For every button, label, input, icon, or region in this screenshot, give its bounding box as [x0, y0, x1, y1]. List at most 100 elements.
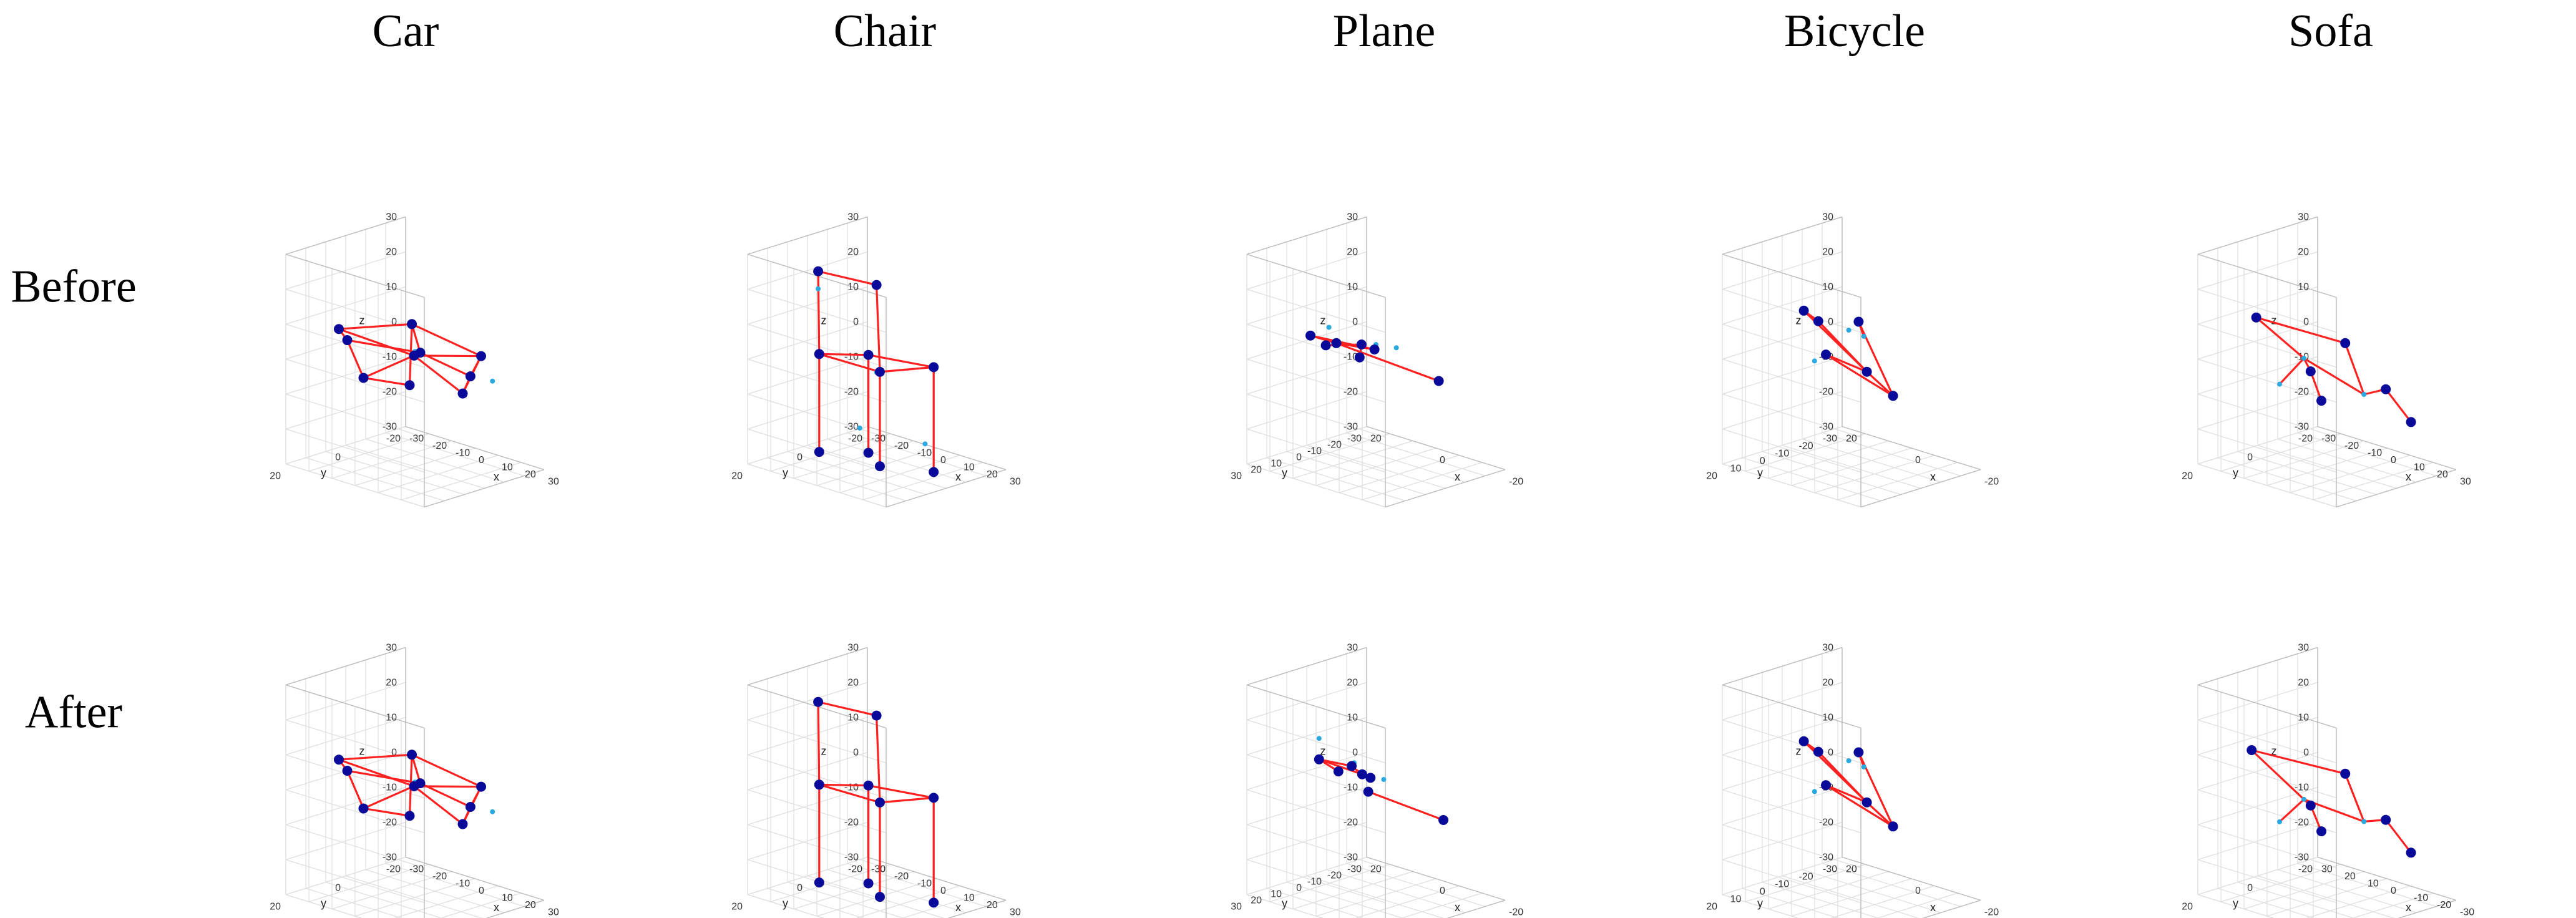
grid-line — [2351, 892, 2434, 918]
z-tick-label: -10 — [1344, 352, 1358, 363]
axis-edge — [2197, 647, 2318, 686]
grid-line — [1266, 887, 1364, 918]
x-axis-label: x — [2406, 901, 2411, 914]
grid-line — [1246, 719, 1386, 764]
grid-line — [901, 892, 983, 918]
plot-plane-before: 30 20 10 0 -10 -20 -30 z 20 0 -20 x 30 20 10 0 -10 -20 -30… — [1161, 115, 1598, 508]
y-tick-label: 20 — [270, 471, 281, 482]
grid-line — [747, 719, 887, 764]
skeleton-edge — [1367, 791, 1445, 821]
skeleton-edge — [346, 769, 422, 784]
minor-joint-point — [1812, 358, 1817, 364]
x-tick-label: -20 — [894, 871, 909, 882]
z-tick-label: -20 — [383, 818, 397, 828]
column-title-bicycle: Bicycle — [1783, 6, 1926, 57]
y-tick-label: -20 — [1327, 871, 1342, 881]
z-tick-label: -30 — [844, 422, 859, 432]
y-axis-label: y — [2233, 467, 2238, 479]
z-tick-label: 10 — [847, 282, 859, 293]
x-axis-label: x — [1455, 471, 1460, 483]
grid-line — [1722, 251, 1843, 290]
z-tick-label: 20 — [1347, 247, 1358, 258]
skeleton-edge — [818, 353, 881, 373]
skeleton-edge — [2278, 798, 2305, 823]
x-tick-label: -10 — [2414, 893, 2428, 904]
grid-line — [747, 894, 824, 918]
y-tick-label: 0 — [1760, 456, 1765, 467]
skeleton-edge — [2310, 370, 2323, 402]
x-tick-label: -10 — [2368, 448, 2382, 459]
joint-point — [404, 811, 415, 821]
grid-line — [1722, 288, 1861, 333]
axis-edge — [1366, 856, 1506, 901]
axis-edge — [285, 216, 406, 255]
axis-edge — [285, 253, 425, 298]
skeleton-edge — [2255, 316, 2305, 359]
grid-line — [285, 251, 406, 290]
axis-edge — [1246, 253, 1386, 298]
y-tick-label: 20 — [2182, 471, 2193, 482]
grid-line — [2197, 894, 2275, 918]
joint-point — [1813, 746, 1823, 757]
skeleton-edge — [876, 284, 881, 373]
grid-line — [2217, 887, 2315, 918]
x-tick-label: 10 — [2368, 879, 2379, 889]
y-tick-label: 20 — [1706, 902, 1717, 912]
joint-point — [1888, 391, 1898, 401]
z-tick-label: -20 — [1819, 818, 1833, 828]
z-tick-label: -20 — [1344, 387, 1358, 398]
y-tick-label: 20 — [731, 902, 743, 912]
y-tick-label: -20 — [1327, 440, 1342, 451]
skeleton-edge — [2255, 316, 2346, 344]
x-tick-label: -30 — [409, 434, 424, 444]
joint-point — [1357, 769, 1367, 779]
minor-joint-point — [2277, 381, 2282, 387]
axis-edge — [867, 856, 1007, 901]
grid-line — [1266, 457, 1406, 502]
axis-edge — [2197, 684, 2337, 729]
z-tick-label: -30 — [2295, 852, 2309, 863]
z-tick-label: -10 — [383, 783, 397, 793]
column-title-plane: Plane — [1332, 6, 1436, 57]
z-tick-label: -30 — [844, 852, 859, 863]
x-tick-label: 20 — [2344, 871, 2356, 882]
plot-svg: 3020100-10-20-30z-30-20-100102030x200-20… — [731, 643, 1021, 918]
grid-line — [2197, 719, 2337, 764]
y-tick-label: -10 — [1775, 879, 1789, 890]
z-tick-label: 0 — [1828, 748, 1833, 758]
z-tick-label: 30 — [2298, 643, 2309, 653]
column-title-car: Car — [372, 6, 439, 57]
z-tick-label: -30 — [1344, 422, 1358, 432]
joint-point — [814, 877, 824, 888]
skeleton-edge — [338, 758, 416, 788]
joint-point — [875, 461, 885, 472]
x-tick-label: -20 — [1509, 477, 1523, 487]
x-tick-label: 20 — [987, 469, 998, 480]
z-tick-label: -30 — [1819, 422, 1833, 432]
x-tick-label: 20 — [525, 900, 536, 911]
minor-joint-point — [922, 441, 928, 447]
joint-point — [929, 793, 939, 803]
z-axis-label: z — [1796, 315, 1802, 327]
joint-point — [1363, 786, 1373, 797]
grid-line — [285, 894, 363, 918]
grid-line — [1246, 463, 1386, 508]
y-tick-label: -20 — [848, 864, 862, 875]
skeleton-edge — [818, 783, 870, 787]
y-tick-label: 0 — [335, 452, 341, 463]
grid-line — [285, 463, 425, 508]
minor-joint-point — [1846, 758, 1852, 763]
y-tick-label: -30 — [1347, 864, 1362, 875]
x-tick-label: 30 — [548, 907, 559, 918]
x-tick-label: -20 — [2437, 900, 2451, 911]
joint-point — [2381, 814, 2391, 825]
x-tick-label: 30 — [1010, 907, 1021, 918]
plot-svg: 3020100-10-20-30z-30-20-100102030x200-20… — [2182, 212, 2471, 508]
x-tick-label: -20 — [1984, 907, 1999, 918]
joint-point — [1356, 339, 1367, 349]
joint-point — [863, 780, 874, 791]
joint-point — [1861, 797, 1872, 808]
x-tick-label: -10 — [456, 448, 470, 459]
x-tick-label: 20 — [2437, 469, 2448, 480]
